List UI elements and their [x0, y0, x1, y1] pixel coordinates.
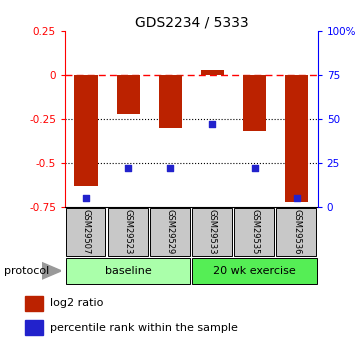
Text: 20 wk exercise: 20 wk exercise	[213, 266, 296, 276]
Bar	[192, 258, 317, 284]
Bar	[234, 208, 274, 256]
Bar	[66, 258, 191, 284]
Bar	[159, 75, 182, 128]
Point	[209, 121, 215, 127]
Title: GDS2234 / 5333: GDS2234 / 5333	[135, 16, 248, 30]
Bar	[243, 75, 266, 131]
Bar	[192, 208, 232, 256]
Bar	[25, 296, 43, 311]
Bar	[25, 320, 43, 335]
Bar	[277, 208, 316, 256]
Text: GSM29533: GSM29533	[208, 209, 217, 255]
Point	[168, 166, 173, 171]
Text: GSM29535: GSM29535	[250, 209, 259, 255]
Point	[294, 195, 300, 201]
Point	[125, 166, 131, 171]
Point	[83, 195, 89, 201]
Text: percentile rank within the sample: percentile rank within the sample	[49, 323, 238, 333]
Bar	[117, 75, 140, 114]
Text: protocol: protocol	[4, 266, 49, 276]
Bar	[201, 70, 224, 75]
Text: log2 ratio: log2 ratio	[49, 298, 103, 308]
Text: GSM29529: GSM29529	[166, 209, 175, 255]
Bar	[150, 208, 190, 256]
Bar	[108, 208, 148, 256]
Text: GSM29523: GSM29523	[124, 209, 132, 255]
Text: baseline: baseline	[105, 266, 152, 276]
Point	[252, 166, 257, 171]
Polygon shape	[42, 262, 61, 279]
Text: GSM29507: GSM29507	[82, 209, 91, 255]
Bar	[66, 208, 105, 256]
Bar	[285, 75, 308, 202]
Text: GSM29536: GSM29536	[292, 209, 301, 255]
Bar	[74, 75, 97, 186]
